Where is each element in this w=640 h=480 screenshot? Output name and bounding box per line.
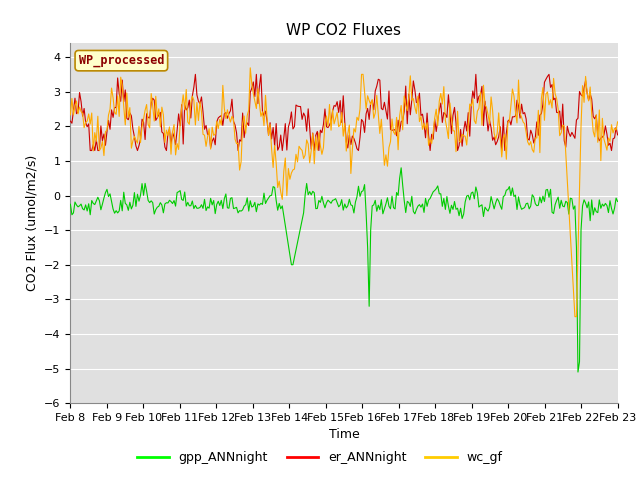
Legend: gpp_ANNnight, er_ANNnight, wc_gf: gpp_ANNnight, er_ANNnight, wc_gf: [132, 446, 508, 469]
Title: WP CO2 Fluxes: WP CO2 Fluxes: [287, 23, 401, 38]
Line: wc_gf: wc_gf: [70, 68, 618, 317]
Line: er_ANNnight: er_ANNnight: [70, 74, 618, 151]
Line: gpp_ANNnight: gpp_ANNnight: [70, 168, 618, 372]
Y-axis label: CO2 Flux (umol/m2/s): CO2 Flux (umol/m2/s): [26, 155, 38, 291]
X-axis label: Time: Time: [328, 429, 360, 442]
Text: WP_processed: WP_processed: [79, 54, 164, 67]
